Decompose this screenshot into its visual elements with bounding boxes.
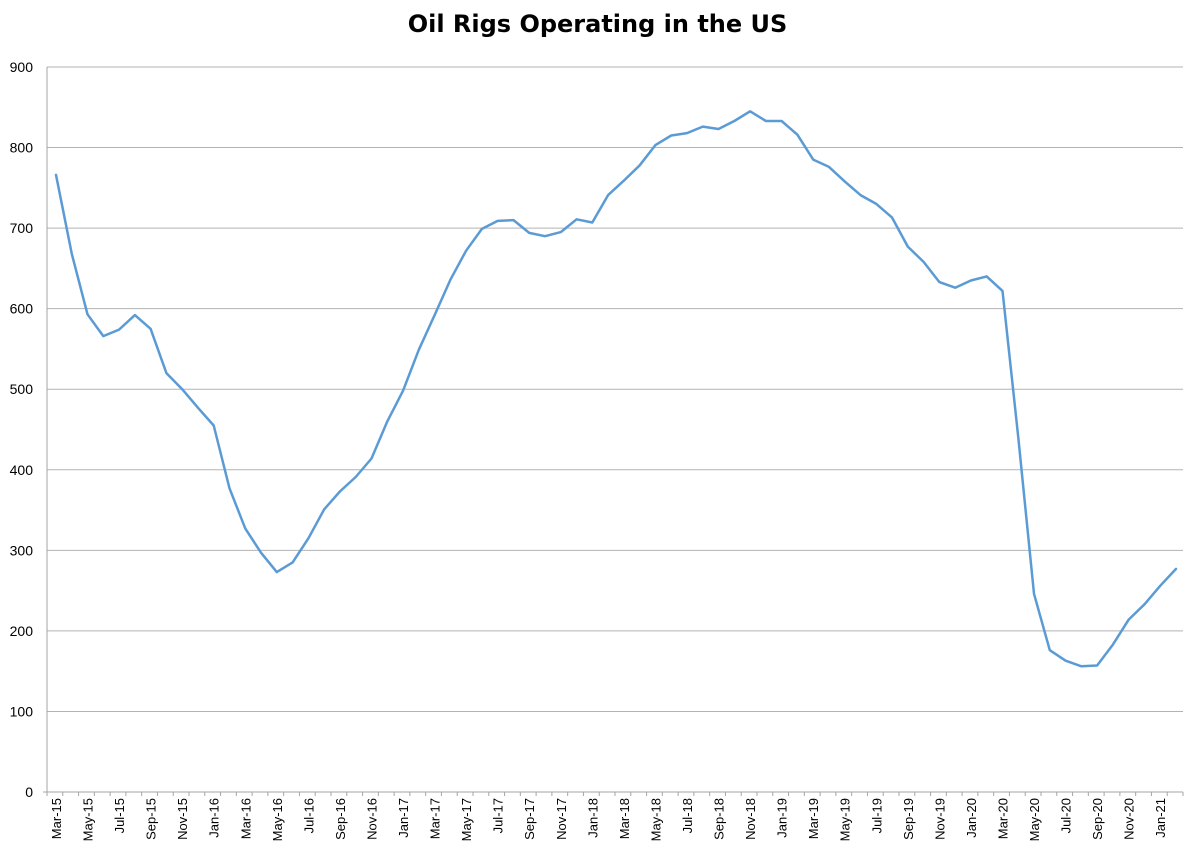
gridlines [47,66,1183,712]
y-tick-label: 100 [10,703,34,719]
x-tick-label: May-16 [270,798,285,841]
series-layer [54,110,1178,668]
x-tick-label: Sep-19 [901,798,916,840]
x-tick-label: Nov-16 [364,798,379,840]
x-tick-label: Mar-20 [995,798,1010,839]
series-line-0 [54,110,1178,668]
x-axis-tick-labels: Mar-15 May-15 Jul-15 Sep-15 Nov-15 Jan-16 Mar-… [49,798,1168,841]
x-tick-label: Jan-17 [396,798,411,838]
y-tick-label: 900 [10,59,34,75]
x-tick-label: May-17 [459,798,474,841]
x-tick-label: Jul-16 [301,798,316,833]
x-tick-label: Mar-16 [238,798,253,839]
x-tick-label: Nov-17 [554,798,569,840]
x-tick-label: Nov-19 [932,798,947,840]
x-tick-label: Mar-17 [428,798,443,839]
x-tick-label: Mar-19 [806,798,821,839]
y-tick-label: 400 [10,462,34,478]
x-tick-label: May-20 [1027,798,1042,841]
x-tick-label: Jan-19 [775,798,790,838]
y-tick-label: 0 [25,784,33,800]
chart-title: Oil Rigs Operating in the US [407,10,788,38]
x-tick-label: Jul-17 [491,798,506,833]
x-tick-label: Jul-15 [112,798,127,833]
x-tick-label: Sep-20 [1090,798,1105,840]
x-tick-label: Sep-17 [522,798,537,840]
x-tick-label: May-15 [81,798,96,841]
axes [43,67,1184,796]
x-tick-label: Nov-20 [1122,798,1137,840]
y-tick-label: 800 [10,140,34,156]
x-tick-label: Jan-20 [964,798,979,838]
x-tick-label: Jul-18 [680,798,695,833]
x-tick-label: Jul-19 [869,798,884,833]
x-tick-label: Jan-18 [585,798,600,838]
x-tick-label: Jan-21 [1153,798,1168,838]
x-tick-label: Nov-15 [175,798,190,840]
y-tick-label: 700 [10,220,34,236]
y-tick-label: 600 [10,301,34,317]
x-tick-label: May-18 [648,798,663,841]
x-tick-label: Nov-18 [743,798,758,840]
y-tick-label: 500 [10,381,34,397]
y-tick-label: 200 [10,623,34,639]
x-tick-label: Sep-15 [144,798,159,840]
x-tick-label: Mar-15 [49,798,64,839]
x-tick-label: Sep-18 [712,798,727,840]
x-tick-label: Mar-18 [617,798,632,839]
x-tick-label: Jan-16 [207,798,222,838]
y-axis-tick-labels: 0 100 200 300 400 500 600 700 800 900 [10,59,34,800]
x-tick-label: Sep-16 [333,798,348,840]
y-tick-label: 300 [10,542,34,558]
x-tick-label: Jul-20 [1059,798,1074,833]
x-tick-label: May-19 [838,798,853,841]
